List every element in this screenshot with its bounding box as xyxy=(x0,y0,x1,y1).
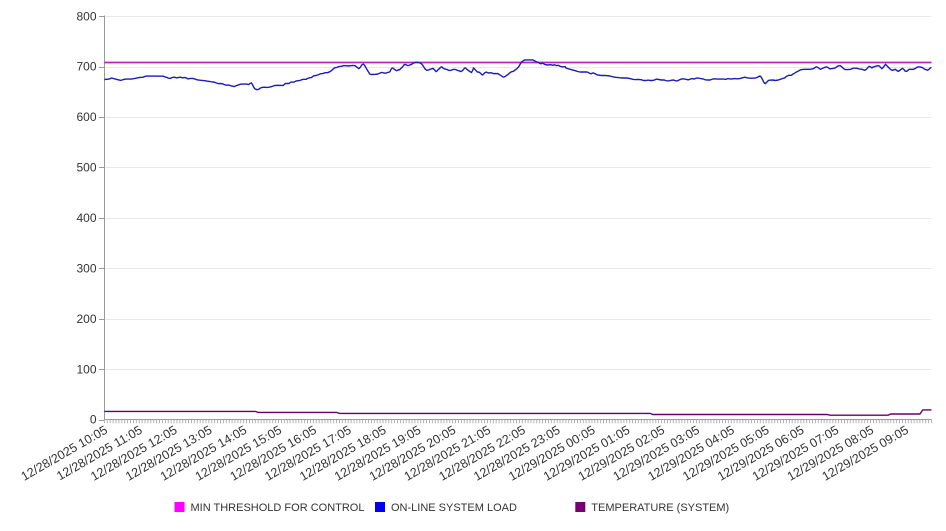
svg-text:200: 200 xyxy=(76,312,96,326)
svg-text:MIN THRESHOLD FOR CONTROL: MIN THRESHOLD FOR CONTROL xyxy=(191,502,365,514)
svg-text:100: 100 xyxy=(76,362,96,376)
svg-text:800: 800 xyxy=(76,9,96,23)
svg-text:TEMPERATURE (SYSTEM): TEMPERATURE (SYSTEM) xyxy=(591,502,729,514)
svg-text:0: 0 xyxy=(90,413,97,427)
svg-text:ON-LINE SYSTEM LOAD: ON-LINE SYSTEM LOAD xyxy=(391,502,517,514)
svg-text:300: 300 xyxy=(76,261,96,275)
svg-text:700: 700 xyxy=(76,60,96,74)
svg-text:400: 400 xyxy=(76,211,96,225)
svg-text:600: 600 xyxy=(76,110,96,124)
svg-text:500: 500 xyxy=(76,161,96,175)
